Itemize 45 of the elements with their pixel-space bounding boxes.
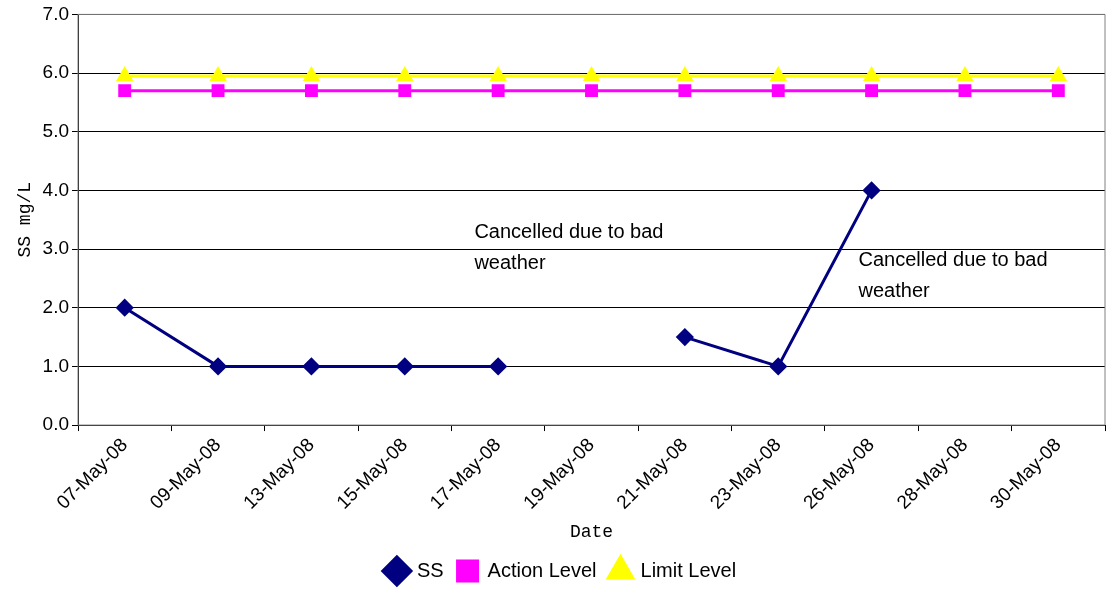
point — [304, 84, 318, 98]
y-tick-label: 0.0 — [42, 413, 70, 435]
point — [958, 84, 972, 98]
y-axis-title: SS mg/L — [14, 181, 35, 258]
point — [678, 84, 692, 98]
point — [1050, 67, 1066, 81]
point — [210, 67, 226, 81]
point — [397, 67, 413, 81]
point — [489, 357, 507, 375]
y-tick-label: 3.0 — [42, 237, 70, 259]
y-tick-label: 4.0 — [42, 178, 70, 200]
y-tick-label: 2.0 — [42, 295, 70, 317]
point — [676, 328, 694, 346]
legend-label: Action Level — [487, 558, 597, 581]
legend-label: SS — [416, 558, 444, 581]
point — [303, 67, 319, 81]
annotation: Cancelled due to bad weather — [473, 219, 664, 273]
point — [491, 84, 505, 98]
point — [585, 84, 598, 98]
point — [118, 84, 132, 98]
point — [116, 299, 134, 317]
point — [864, 67, 880, 81]
point — [209, 357, 227, 375]
point — [211, 84, 225, 98]
point — [583, 67, 600, 81]
point — [677, 67, 693, 81]
point — [769, 357, 787, 375]
point — [1051, 84, 1065, 98]
x-axis-title: Date — [569, 521, 614, 542]
legend-label: Limit Level — [640, 558, 737, 581]
point — [398, 84, 412, 98]
y-tick-label: 1.0 — [42, 354, 70, 376]
point — [302, 357, 320, 375]
point — [490, 67, 506, 81]
point — [771, 84, 785, 98]
y-tick-label: 7.0 — [42, 2, 70, 24]
y-tick-label: 5.0 — [42, 119, 70, 141]
y-tick-label: 6.0 — [42, 61, 70, 83]
point — [865, 84, 879, 98]
point — [957, 67, 973, 81]
point — [396, 357, 414, 375]
annotation: Cancelled due to bad weather — [857, 248, 1048, 302]
point — [863, 181, 881, 199]
point — [117, 67, 133, 81]
point — [770, 67, 786, 81]
